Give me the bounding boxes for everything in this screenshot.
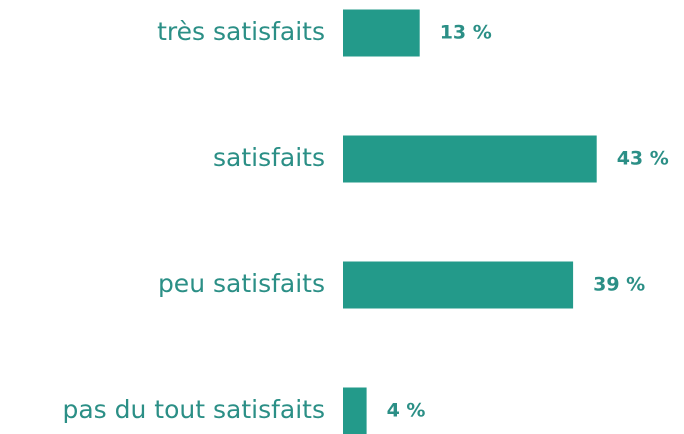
bar: [343, 9, 420, 57]
bar: [343, 135, 597, 183]
value-label: 39 %: [593, 274, 645, 296]
value-label: 4 %: [387, 400, 426, 422]
value-label: 43 %: [617, 148, 669, 170]
bar: [343, 261, 574, 309]
category-label: pas du tout satisfaits: [62, 395, 325, 424]
category-label: satisfaits: [213, 143, 325, 172]
category-label: très satisfaits: [157, 17, 325, 46]
category-label: peu satisfaits: [158, 269, 325, 298]
bar: [343, 387, 367, 434]
value-label: 13 %: [440, 22, 492, 44]
